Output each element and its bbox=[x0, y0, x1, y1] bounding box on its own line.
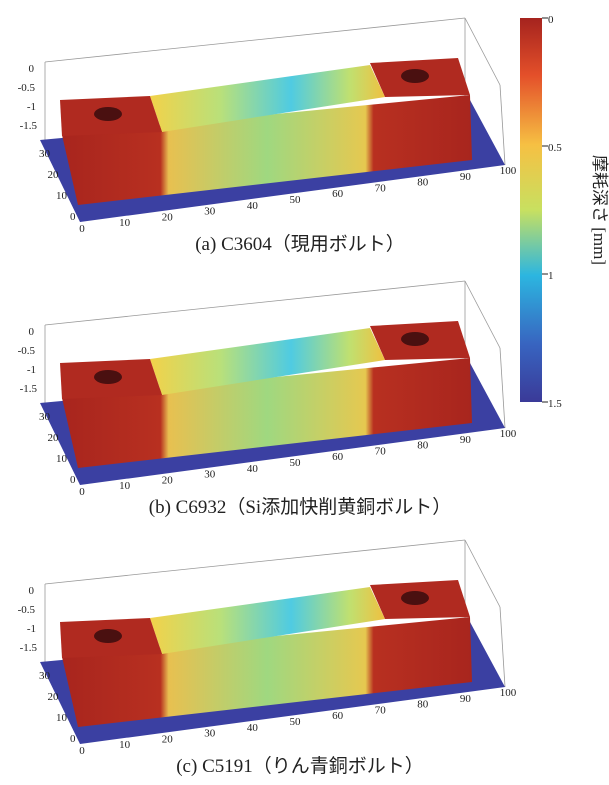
y-tick-label: 0 bbox=[70, 211, 76, 223]
z-tick-label: -1.5 bbox=[20, 120, 38, 132]
x-tick-label: 50 bbox=[290, 194, 302, 206]
x-tick-label: 100 bbox=[500, 687, 517, 699]
x-tick-label: 40 bbox=[247, 722, 259, 734]
x-tick-label: 70 bbox=[375, 182, 387, 194]
y-tick-label: 30 bbox=[39, 670, 51, 682]
y-tick-label: 20 bbox=[48, 169, 60, 181]
axis-line bbox=[45, 540, 465, 584]
colorbar bbox=[520, 18, 542, 402]
y-tick-label: 30 bbox=[39, 411, 51, 423]
axis-line bbox=[500, 85, 505, 165]
caption: (c) C5191（りん青銅ボルト） bbox=[176, 755, 424, 777]
x-tick-label: 10 bbox=[119, 739, 131, 751]
x-tick-label: 100 bbox=[500, 428, 517, 440]
x-tick-label: 70 bbox=[375, 445, 387, 457]
caption: (b) C6932（Si添加快削黄銅ボルト） bbox=[149, 496, 451, 518]
x-tick-label: 10 bbox=[119, 480, 131, 492]
bolt-hole bbox=[401, 69, 429, 83]
x-tick-label: 80 bbox=[417, 440, 429, 452]
y-tick-label: 30 bbox=[39, 148, 51, 160]
bolt-hole bbox=[94, 370, 122, 384]
z-tick-label: -1.5 bbox=[20, 383, 38, 395]
x-tick-label: 30 bbox=[204, 728, 216, 740]
x-tick-label: 40 bbox=[247, 200, 259, 212]
z-tick-label: 0 bbox=[29, 585, 35, 597]
z-tick-label: -1 bbox=[27, 364, 36, 376]
x-tick-label: 20 bbox=[162, 733, 174, 745]
z-tick-label: -0.5 bbox=[18, 345, 36, 357]
y-tick-label: 0 bbox=[70, 474, 76, 486]
colorbar-tick-label: 1.5 bbox=[548, 398, 562, 410]
caption: (a) C3604（現用ボルト） bbox=[195, 233, 405, 255]
z-tick-label: -1 bbox=[27, 101, 36, 113]
x-tick-label: 30 bbox=[204, 206, 216, 218]
z-tick-label: 0 bbox=[29, 326, 35, 338]
colorbar-tick-label: 0.5 bbox=[548, 142, 562, 154]
x-tick-label: 0 bbox=[79, 223, 85, 235]
axis-line bbox=[465, 540, 500, 607]
x-tick-label: 90 bbox=[460, 434, 472, 446]
figure: 摩耗深さ [mm] 00.511.50102030405060708090100… bbox=[0, 0, 609, 780]
bolt-hole bbox=[401, 332, 429, 346]
axis-line bbox=[500, 348, 505, 428]
axis-line bbox=[465, 281, 500, 348]
x-tick-label: 40 bbox=[247, 463, 259, 475]
bolt-hole bbox=[94, 107, 122, 121]
z-tick-label: -0.5 bbox=[18, 82, 36, 94]
x-tick-label: 70 bbox=[375, 704, 387, 716]
y-tick-label: 10 bbox=[56, 453, 68, 465]
axis-line bbox=[45, 281, 465, 325]
bolt-hole bbox=[401, 591, 429, 605]
y-tick-label: 10 bbox=[56, 712, 68, 724]
bolt-hole bbox=[94, 629, 122, 643]
colorbar-tick-label: 0 bbox=[548, 14, 554, 26]
x-tick-label: 90 bbox=[460, 693, 472, 705]
colorbar-tick-label: 1 bbox=[548, 270, 554, 282]
axis-line bbox=[465, 18, 500, 85]
y-tick-label: 0 bbox=[70, 733, 76, 745]
y-tick-label: 20 bbox=[48, 432, 60, 444]
x-tick-label: 80 bbox=[417, 177, 429, 189]
x-tick-label: 10 bbox=[119, 217, 131, 229]
z-tick-label: 0 bbox=[29, 63, 35, 75]
colorbar-label: 摩耗深さ [mm] bbox=[590, 155, 609, 265]
axis-line bbox=[45, 18, 465, 62]
x-tick-label: 50 bbox=[290, 716, 302, 728]
x-tick-label: 20 bbox=[162, 474, 174, 486]
x-tick-label: 80 bbox=[417, 699, 429, 711]
z-tick-label: -1.5 bbox=[20, 642, 38, 654]
x-tick-label: 30 bbox=[204, 469, 216, 481]
x-tick-label: 100 bbox=[500, 165, 517, 177]
y-tick-label: 20 bbox=[48, 691, 60, 703]
x-tick-label: 60 bbox=[332, 710, 344, 722]
x-tick-label: 0 bbox=[79, 745, 85, 757]
x-tick-label: 50 bbox=[290, 457, 302, 469]
x-tick-label: 90 bbox=[460, 171, 472, 183]
axis-line bbox=[500, 607, 505, 687]
x-tick-label: 20 bbox=[162, 211, 174, 223]
x-tick-label: 0 bbox=[79, 486, 85, 498]
y-tick-label: 10 bbox=[56, 190, 68, 202]
z-tick-label: -1 bbox=[27, 623, 36, 635]
x-tick-label: 60 bbox=[332, 451, 344, 463]
x-tick-label: 60 bbox=[332, 188, 344, 200]
z-tick-label: -0.5 bbox=[18, 604, 36, 616]
